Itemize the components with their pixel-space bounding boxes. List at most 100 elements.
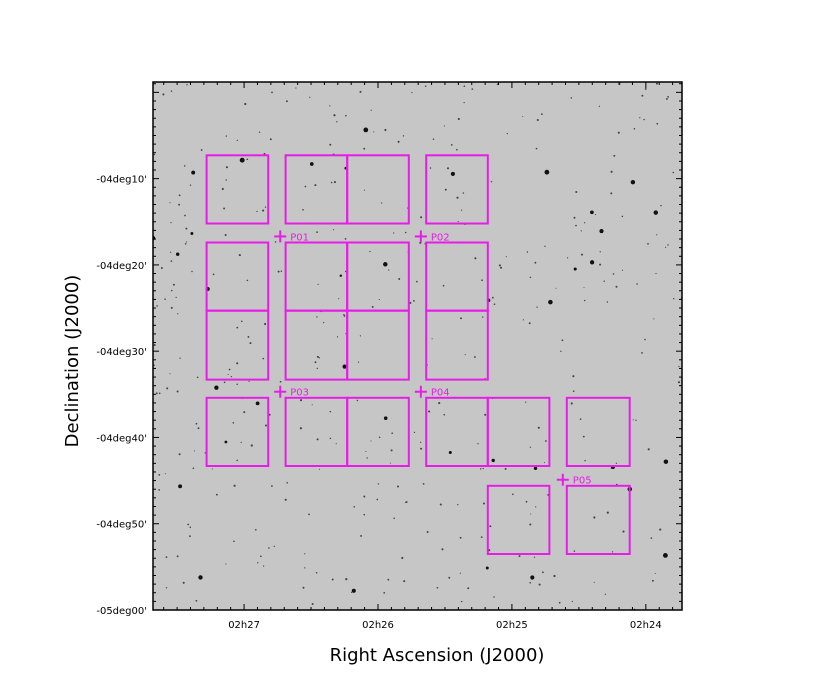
star (316, 367, 318, 370)
star (295, 87, 297, 89)
star (318, 357, 320, 359)
star (593, 516, 596, 519)
star (238, 254, 241, 257)
star (413, 300, 415, 302)
star (575, 224, 577, 227)
x-tick-label: 02h24 (630, 620, 662, 631)
star (172, 283, 175, 286)
star (378, 299, 380, 301)
star (248, 380, 250, 382)
star (529, 446, 532, 448)
star (644, 87, 647, 90)
star (555, 287, 557, 289)
star (243, 411, 246, 414)
star (225, 563, 227, 565)
star (175, 252, 180, 256)
star (178, 453, 181, 456)
star (677, 381, 681, 384)
star (413, 431, 416, 434)
star (169, 373, 171, 375)
star (573, 216, 576, 219)
star (339, 274, 343, 277)
star (308, 513, 310, 516)
star (302, 208, 304, 211)
star (315, 571, 318, 574)
star (329, 105, 331, 107)
star (496, 83, 499, 85)
star (535, 147, 538, 150)
star (356, 399, 359, 402)
star (662, 552, 668, 558)
star (176, 390, 179, 393)
star (422, 483, 425, 485)
y-tick-labels: -04deg10' -04deg20' -04deg30' -04deg40' -04d… (96, 175, 147, 617)
star (660, 204, 662, 207)
star (387, 578, 390, 581)
star (268, 413, 271, 416)
star (212, 273, 215, 276)
pointing-label: P03 (290, 388, 309, 399)
star (233, 484, 236, 487)
star (641, 352, 643, 354)
star (463, 85, 466, 87)
star (316, 316, 318, 318)
star (489, 525, 492, 528)
star (529, 276, 532, 279)
star (284, 498, 287, 501)
star (360, 534, 363, 537)
star (158, 489, 161, 491)
star (224, 440, 228, 444)
star (530, 575, 535, 580)
pointing-label: P02 (431, 232, 450, 243)
star (239, 157, 245, 163)
star (403, 580, 406, 583)
star (365, 450, 367, 453)
star (314, 184, 317, 187)
star (311, 404, 313, 406)
star (396, 485, 400, 488)
star (232, 422, 235, 424)
star (462, 192, 465, 194)
star (548, 299, 553, 305)
pointing-label: P01 (290, 232, 309, 243)
y-tick-label: -04deg50' (96, 520, 147, 531)
star (254, 528, 257, 531)
field-footprint (346, 154, 410, 225)
star (366, 457, 368, 459)
star (262, 565, 265, 567)
star (630, 180, 636, 185)
star (664, 246, 667, 248)
star (467, 587, 470, 590)
star (240, 441, 242, 444)
star (388, 269, 390, 271)
star (522, 115, 524, 118)
star (444, 188, 447, 191)
field-footprint (486, 396, 551, 467)
star (536, 118, 539, 122)
star (505, 256, 507, 258)
star (383, 262, 388, 267)
star (398, 278, 401, 280)
star (416, 280, 418, 283)
star (566, 257, 569, 259)
star (304, 567, 306, 569)
star (480, 536, 483, 538)
star (457, 221, 459, 223)
star (405, 501, 407, 504)
star (610, 192, 613, 195)
star (165, 587, 168, 589)
star (457, 117, 460, 121)
star (426, 531, 429, 533)
star (636, 283, 638, 285)
star (309, 162, 314, 166)
field-footprint (565, 484, 631, 555)
star (610, 170, 613, 173)
star (632, 419, 634, 421)
pointing-label: P04 (431, 388, 450, 399)
star (357, 361, 360, 363)
star (639, 117, 641, 119)
star (599, 263, 602, 266)
star (460, 600, 463, 603)
star (153, 364, 155, 367)
